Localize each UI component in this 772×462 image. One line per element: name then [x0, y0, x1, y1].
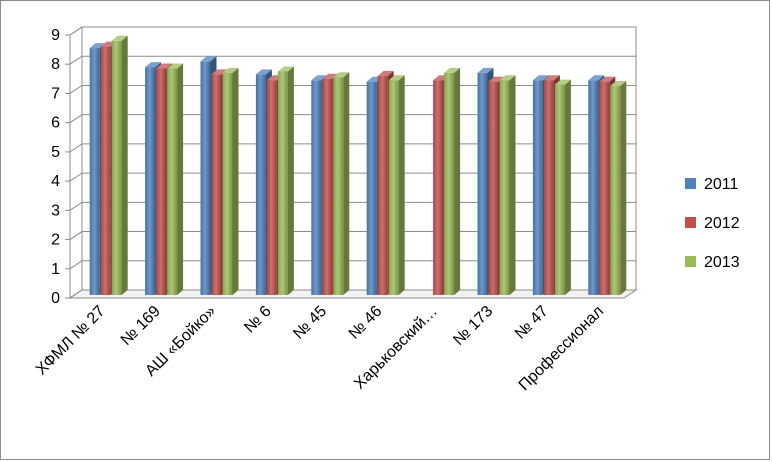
bar-2011: [145, 67, 156, 295]
legend-swatch-2013: [685, 256, 696, 267]
category-label: № 45: [290, 303, 330, 343]
bar-top: [599, 76, 616, 82]
bar-top: [145, 62, 162, 68]
bar-side: [564, 79, 571, 295]
bar-top: [610, 81, 627, 87]
category-label: № 46: [346, 303, 386, 343]
bar-top: [543, 75, 560, 81]
y-tick-label: 8: [51, 56, 60, 73]
bar-side: [620, 81, 627, 295]
bar-2012: [543, 80, 554, 295]
bar-top: [477, 67, 494, 73]
side-wall: [69, 26, 83, 299]
legend-swatch-2011: [685, 178, 696, 189]
bar-2011: [532, 80, 543, 295]
bar-top: [156, 63, 173, 69]
category-label: № 47: [512, 303, 552, 343]
y-tick-label: 6: [51, 115, 60, 132]
bar-top: [444, 67, 461, 73]
bar-2012: [322, 78, 333, 295]
y-tick-label: 0: [51, 290, 60, 307]
bar-2013: [167, 68, 178, 296]
bar-side: [398, 75, 405, 295]
bar-2012: [488, 81, 499, 295]
bar-top: [333, 72, 350, 78]
bar-2011: [311, 80, 322, 295]
bar-top: [311, 75, 328, 81]
bar-2012: [211, 74, 222, 295]
legend-swatch-2012: [685, 217, 696, 228]
bar-2013: [444, 72, 455, 296]
bar-2013: [333, 77, 344, 296]
category-label: № 169: [118, 303, 164, 349]
bar-2011: [477, 72, 488, 296]
bar-top: [111, 35, 128, 41]
category-label: № 173: [450, 303, 496, 349]
category-label: ХФМЛ № 27: [33, 303, 109, 379]
bar-top: [532, 75, 549, 81]
gridline: [69, 26, 636, 36]
y-tick-label: 7: [51, 85, 60, 102]
bar-side: [509, 75, 516, 295]
bar-side: [232, 67, 239, 296]
bar-side: [121, 35, 128, 296]
bar-top: [211, 69, 228, 75]
y-tick-label: 4: [51, 173, 60, 190]
bar-top: [588, 75, 605, 81]
bar-2012: [266, 80, 277, 295]
bar-2012: [433, 80, 444, 295]
bar-2011: [366, 81, 377, 295]
category-label: № 6: [241, 303, 275, 337]
bar-2011: [588, 80, 599, 295]
bar-2011: [200, 61, 211, 295]
bar-2013: [111, 40, 122, 296]
bar-2013: [554, 84, 565, 295]
y-tick-label: 2: [51, 232, 60, 249]
bar-2013: [222, 72, 233, 296]
legend-label: 2011: [704, 176, 739, 193]
bar-2013: [277, 71, 288, 295]
bar-2013: [499, 80, 510, 295]
bar-top: [255, 69, 272, 75]
bar-2011: [89, 48, 100, 296]
bar-top: [89, 43, 106, 49]
bar-top: [322, 73, 339, 79]
bar-top: [388, 75, 405, 81]
bar-top: [488, 76, 505, 82]
bar-2011: [255, 74, 266, 295]
bar-side: [177, 63, 184, 296]
gridline: [69, 55, 636, 65]
bar-2013: [610, 86, 621, 295]
bar-side: [287, 66, 294, 295]
bar-top: [377, 70, 394, 76]
y-tick-label: 9: [51, 27, 60, 44]
bar-top: [277, 66, 294, 72]
bar-side: [343, 72, 350, 296]
legend-label: 2013: [704, 254, 740, 271]
bar-side: [454, 67, 461, 296]
legend-label: 2012: [704, 215, 740, 232]
bar-2012: [156, 68, 167, 296]
y-tick-label: 3: [51, 202, 60, 219]
bar-2012: [599, 81, 610, 295]
bar-2012: [377, 75, 388, 295]
y-tick-label: 1: [51, 261, 60, 278]
bar-2012: [100, 46, 111, 295]
bar-top: [167, 63, 184, 69]
bar-top: [499, 75, 516, 81]
y-tick-label: 5: [51, 144, 60, 161]
bar-top: [554, 79, 571, 85]
bar-2013: [388, 80, 399, 295]
bar-top: [222, 67, 239, 73]
bar-top: [200, 56, 217, 62]
